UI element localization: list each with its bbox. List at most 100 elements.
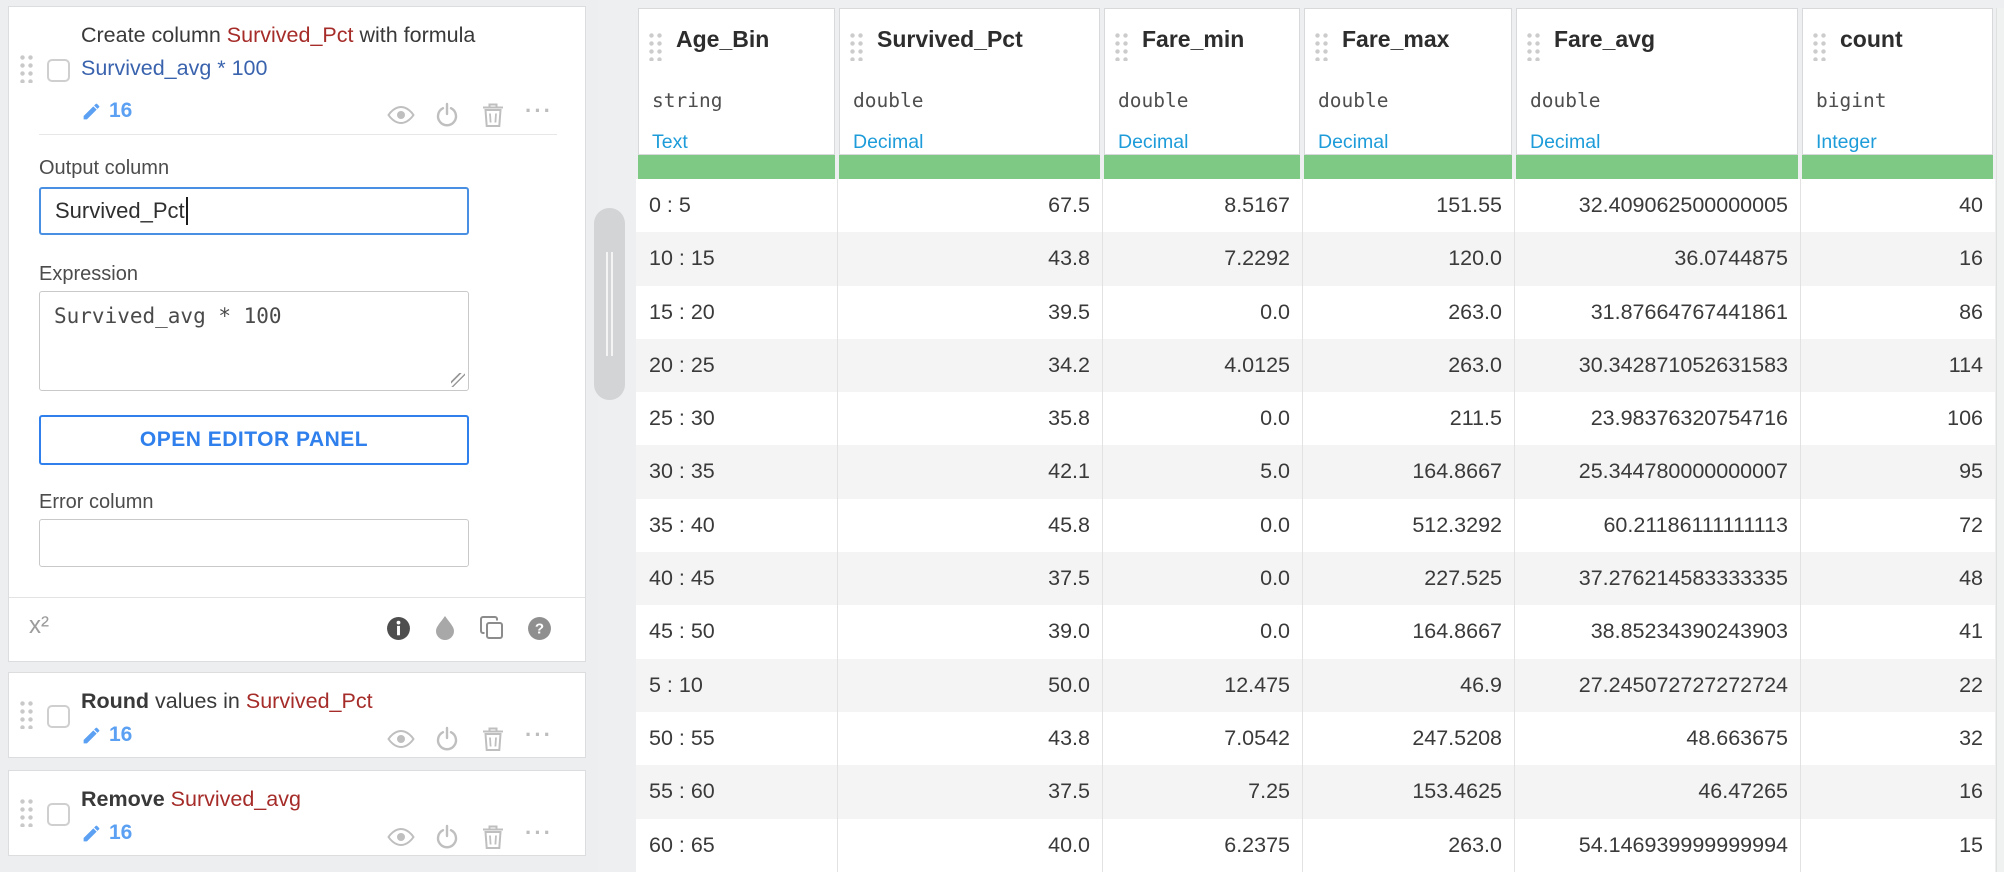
- resize-grip-icon[interactable]: [451, 373, 465, 387]
- table-cell[interactable]: 153.4625: [1302, 765, 1514, 819]
- table-cell[interactable]: 0.0: [1102, 285, 1302, 339]
- step-title[interactable]: Remove Survived_avg: [81, 783, 511, 816]
- table-cell[interactable]: 35.8: [837, 392, 1102, 446]
- error-column-input[interactable]: [39, 519, 469, 567]
- table-cell[interactable]: 263.0: [1302, 818, 1514, 872]
- table-cell[interactable]: 48: [1800, 552, 1995, 606]
- column-format-link[interactable]: Decimal: [853, 131, 924, 153]
- drag-handle-icon[interactable]: [20, 799, 34, 827]
- column-drag-handle-icon[interactable]: [1813, 33, 1827, 61]
- table-cell[interactable]: 263.0: [1302, 338, 1514, 393]
- table-cell[interactable]: 45 : 50: [649, 619, 715, 644]
- table-cell[interactable]: 27.245072727272724: [1514, 658, 1800, 712]
- column-format-link[interactable]: Decimal: [1318, 131, 1389, 153]
- table-cell[interactable]: 41: [1800, 605, 1995, 659]
- table-cell[interactable]: 16: [1800, 232, 1995, 286]
- table-cell[interactable]: 30 : 35: [649, 459, 715, 484]
- table-cell[interactable]: 164.8667: [1302, 445, 1514, 499]
- table-cell[interactable]: 46.47265: [1514, 765, 1800, 819]
- table-cell[interactable]: 15: [1800, 818, 1995, 872]
- table-cell[interactable]: 43.8: [837, 711, 1102, 766]
- step-title[interactable]: Round values in Survived_Pct: [81, 685, 511, 718]
- column-header[interactable]: Fare_min double Decimal: [1104, 8, 1300, 155]
- table-cell[interactable]: 23.98376320754716: [1514, 392, 1800, 446]
- table-cell[interactable]: 39.0: [837, 605, 1102, 659]
- step-checkbox[interactable]: [47, 59, 70, 82]
- table-cell[interactable]: 42.1: [837, 445, 1102, 499]
- column-header[interactable]: Fare_max double Decimal: [1304, 8, 1512, 155]
- more-menu-icon[interactable]: ···: [525, 820, 553, 845]
- output-column-input[interactable]: Survived_Pct: [39, 187, 469, 235]
- table-cell[interactable]: 0 : 5: [649, 193, 691, 217]
- table-cell[interactable]: 0.0: [1102, 498, 1302, 553]
- table-cell[interactable]: 5.0: [1102, 445, 1302, 499]
- table-cell[interactable]: 60 : 65: [649, 832, 715, 857]
- table-cell[interactable]: 12.475: [1102, 658, 1302, 712]
- table-cell[interactable]: 32.409062500000005: [1514, 179, 1800, 233]
- step-title[interactable]: Create column Survived_Pct with formula …: [81, 19, 511, 85]
- table-cell[interactable]: 10 : 15: [649, 246, 715, 271]
- table-cell[interactable]: 114: [1800, 338, 1995, 393]
- table-cell[interactable]: 106: [1800, 392, 1995, 446]
- table-cell[interactable]: 37.276214583333335: [1514, 552, 1800, 606]
- table-cell[interactable]: 512.3292: [1302, 498, 1514, 553]
- column-format-link[interactable]: Decimal: [1118, 131, 1189, 153]
- column-drag-handle-icon[interactable]: [1315, 33, 1329, 61]
- table-cell[interactable]: 38.85234390243903: [1514, 605, 1800, 659]
- table-cell[interactable]: 54.146939999999994: [1514, 818, 1800, 872]
- table-cell[interactable]: 31.87664767441861: [1514, 285, 1800, 339]
- table-cell[interactable]: 34.2: [837, 338, 1102, 393]
- table-cell[interactable]: 39.5: [837, 285, 1102, 339]
- column-header[interactable]: Fare_avg double Decimal: [1516, 8, 1798, 155]
- table-cell[interactable]: 5 : 10: [649, 672, 703, 697]
- table-cell[interactable]: 7.0542: [1102, 711, 1302, 766]
- table-cell[interactable]: 86: [1800, 285, 1995, 339]
- table-cell[interactable]: 20 : 25: [649, 352, 715, 377]
- droplet-icon[interactable]: [429, 614, 461, 642]
- drag-handle-icon[interactable]: [20, 701, 34, 729]
- table-cell[interactable]: 0.0: [1102, 552, 1302, 606]
- column-format-link[interactable]: Decimal: [1530, 131, 1601, 153]
- table-cell[interactable]: 72: [1800, 498, 1995, 553]
- table-cell[interactable]: 37.5: [837, 552, 1102, 606]
- trash-icon[interactable]: [477, 725, 509, 753]
- column-drag-handle-icon[interactable]: [649, 33, 663, 61]
- table-cell[interactable]: 43.8: [837, 232, 1102, 286]
- table-cell[interactable]: 16: [1800, 765, 1995, 819]
- step-checkbox[interactable]: [47, 705, 70, 728]
- power-icon[interactable]: [431, 823, 463, 851]
- edit-count-badge[interactable]: 16: [81, 821, 132, 845]
- table-cell[interactable]: 55 : 60: [649, 779, 715, 804]
- table-cell[interactable]: 40: [1800, 179, 1995, 233]
- table-cell[interactable]: 50.0: [837, 658, 1102, 712]
- more-menu-icon[interactable]: ···: [525, 98, 553, 123]
- table-cell[interactable]: 4.0125: [1102, 338, 1302, 393]
- trash-icon[interactable]: [477, 101, 509, 129]
- column-format-link[interactable]: Text: [652, 131, 688, 153]
- table-cell[interactable]: 40 : 45: [649, 566, 715, 591]
- trash-icon[interactable]: [477, 823, 509, 851]
- edit-count-badge[interactable]: 16: [81, 723, 132, 747]
- table-cell[interactable]: 95: [1800, 445, 1995, 499]
- column-header[interactable]: count bigint Integer: [1802, 8, 1993, 155]
- eye-icon[interactable]: [385, 101, 417, 129]
- table-cell[interactable]: 7.25: [1102, 765, 1302, 819]
- power-icon[interactable]: [431, 725, 463, 753]
- table-cell[interactable]: 120.0: [1302, 232, 1514, 286]
- step-checkbox[interactable]: [47, 803, 70, 826]
- table-cell[interactable]: 37.5: [837, 765, 1102, 819]
- drag-handle-icon[interactable]: [20, 55, 34, 83]
- table-cell[interactable]: 0.0: [1102, 392, 1302, 446]
- column-header[interactable]: Age_Bin string Text: [638, 8, 835, 155]
- table-cell[interactable]: 15 : 20: [649, 299, 715, 324]
- table-cell[interactable]: 40.0: [837, 818, 1102, 872]
- table-cell[interactable]: 35 : 40: [649, 512, 715, 537]
- column-drag-handle-icon[interactable]: [850, 33, 864, 61]
- table-cell[interactable]: 7.2292: [1102, 232, 1302, 286]
- table-cell[interactable]: 6.2375: [1102, 818, 1302, 872]
- table-cell[interactable]: 247.5208: [1302, 711, 1514, 766]
- table-cell[interactable]: 164.8667: [1302, 605, 1514, 659]
- table-cell[interactable]: 36.0744875: [1514, 232, 1800, 286]
- column-drag-handle-icon[interactable]: [1527, 33, 1541, 61]
- help-icon[interactable]: ?: [523, 614, 555, 642]
